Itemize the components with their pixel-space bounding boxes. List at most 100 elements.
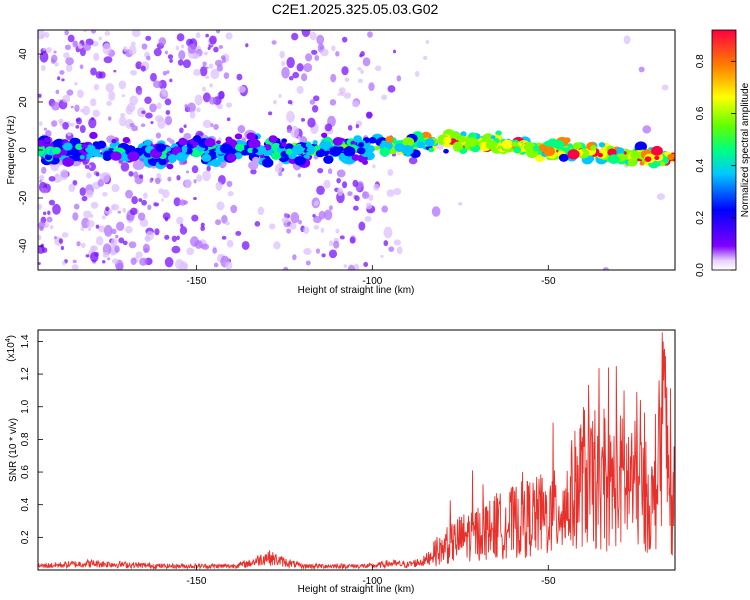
heatmap-noise-blob bbox=[166, 70, 170, 74]
heatmap-noise-blob bbox=[66, 89, 74, 96]
heatmap-ridge-blob bbox=[292, 145, 304, 155]
heatmap-ridge-blob bbox=[644, 156, 652, 162]
heatmap-noise-blob bbox=[414, 70, 420, 77]
heatmap-noise-blob bbox=[335, 51, 340, 57]
heatmap-noise-blob bbox=[182, 59, 192, 69]
heatmap-noise-blob bbox=[202, 119, 212, 128]
heatmap-noise-blob bbox=[226, 117, 231, 122]
heatmap-ridge-blob bbox=[351, 154, 360, 161]
heatmap-ridge-blob bbox=[314, 145, 321, 151]
heatmap-ridge-blob bbox=[127, 151, 140, 162]
heatmap-noise-blob bbox=[59, 168, 69, 181]
heatmap-noise-blob bbox=[209, 83, 213, 88]
heatmap-noise-blob bbox=[354, 195, 360, 202]
heatmap-noise-blob bbox=[218, 44, 224, 49]
heatmap-noise-blob bbox=[50, 162, 59, 172]
heatmap-blobs bbox=[38, 30, 675, 270]
heatmap-noise-blob bbox=[128, 44, 137, 56]
heatmap-noise-blob bbox=[289, 222, 297, 230]
heatmap-noise-blob bbox=[297, 173, 302, 178]
heatmap-noise-blob bbox=[117, 210, 121, 214]
heatmap-noise-blob bbox=[95, 236, 104, 246]
heatmap-noise-blob bbox=[297, 136, 301, 141]
heatmap-noise-blob bbox=[80, 108, 85, 113]
snr-x-label: Height of straight line (km) bbox=[298, 584, 415, 595]
heatmap-noise-blob bbox=[72, 40, 78, 48]
heatmap-noise-blob bbox=[361, 191, 370, 200]
heatmap-noise-blob bbox=[46, 216, 53, 223]
heatmap-ridge-blob bbox=[607, 154, 620, 165]
heatmap-noise-blob bbox=[623, 35, 631, 45]
heatmap-ridge-blob bbox=[319, 140, 332, 150]
heatmap-noise-blob bbox=[360, 51, 365, 57]
snr-y-tick-label: 0.6 bbox=[20, 465, 31, 479]
heatmap-noise-blob bbox=[286, 110, 295, 123]
heatmap-noise-blob bbox=[343, 264, 348, 268]
heatmap-noise-blob bbox=[227, 191, 234, 197]
heatmap-noise-blob bbox=[105, 83, 115, 93]
heatmap-noise-blob bbox=[329, 99, 337, 106]
heatmap-noise-blob bbox=[309, 31, 317, 41]
heatmap-noise-blob bbox=[327, 168, 333, 175]
heatmap-noise-blob bbox=[158, 37, 167, 46]
heatmap-ridge-blob bbox=[401, 144, 414, 156]
heatmap-noise-blob bbox=[45, 46, 52, 54]
heatmap-noise-blob bbox=[139, 174, 144, 179]
heatmap-noise-blob bbox=[58, 118, 64, 124]
heatmap-noise-blob bbox=[139, 257, 148, 266]
heatmap-ridge-blob bbox=[428, 147, 435, 153]
heatmap-ridge-blob bbox=[59, 148, 68, 156]
heatmap-noise-blob bbox=[111, 258, 119, 265]
heatmap-ridge-blob bbox=[241, 149, 249, 156]
heatmap-noise-blob bbox=[341, 36, 348, 43]
heatmap-noise-blob bbox=[38, 93, 42, 98]
heatmap-noise-blob bbox=[72, 180, 78, 186]
heatmap-noise-blob bbox=[176, 235, 180, 240]
snr-y-tick-label: 1.4 bbox=[20, 334, 31, 348]
heatmap-noise-blob bbox=[119, 116, 127, 127]
heatmap-ridge-blob bbox=[513, 146, 522, 154]
heatmap-noise-blob bbox=[315, 248, 321, 254]
heatmap-ridge-blob bbox=[353, 135, 362, 143]
heatmap-noise-blob bbox=[129, 207, 138, 216]
heatmap-noise-blob bbox=[74, 104, 80, 112]
heatmap-noise-blob bbox=[67, 34, 75, 43]
heatmap-noise-blob bbox=[205, 75, 210, 80]
heatmap-noise-blob bbox=[235, 230, 242, 236]
heatmap-noise-blob bbox=[85, 172, 92, 179]
heatmap-noise-blob bbox=[90, 67, 97, 76]
heatmap-noise-blob bbox=[339, 235, 345, 240]
heatmap-ridge-blob bbox=[358, 142, 365, 148]
heatmap-noise-blob bbox=[324, 123, 333, 132]
heatmap-noise-blob bbox=[383, 226, 393, 239]
heatmap-noise-blob bbox=[396, 246, 403, 255]
heatmap-noise-blob bbox=[286, 228, 292, 234]
heatmap-noise-blob bbox=[257, 206, 265, 216]
heatmap-ridge-blob bbox=[181, 148, 188, 154]
heatmap-noise-blob bbox=[180, 44, 185, 49]
heatmap-noise-blob bbox=[254, 220, 261, 227]
snr-multiplier-base: (x10 bbox=[6, 342, 17, 362]
heatmap-noise-blob bbox=[106, 100, 112, 106]
heatmap-noise-blob bbox=[225, 102, 233, 108]
heatmap-ridge-blob bbox=[226, 153, 237, 163]
heatmap-noise-blob bbox=[193, 196, 197, 201]
heatmap-y-tick-label: 0 bbox=[18, 147, 29, 153]
heatmap-noise-blob bbox=[38, 221, 46, 230]
heatmap-noise-blob bbox=[202, 86, 207, 92]
heatmap-noise-blob bbox=[176, 33, 185, 42]
heatmap-noise-blob bbox=[323, 209, 333, 221]
heatmap-noise-blob bbox=[90, 251, 99, 263]
heatmap-noise-blob bbox=[343, 92, 352, 99]
heatmap-noise-blob bbox=[90, 117, 95, 121]
heatmap-noise-blob bbox=[49, 225, 54, 230]
heatmap-noise-blob bbox=[156, 172, 162, 179]
heatmap-noise-blob bbox=[54, 62, 59, 67]
heatmap-noise-blob bbox=[311, 49, 318, 55]
heatmap-noise-blob bbox=[114, 245, 120, 253]
heatmap-noise-blob bbox=[212, 247, 218, 254]
heatmap-noise-blob bbox=[133, 171, 139, 178]
heatmap-noise-blob bbox=[137, 212, 146, 221]
heatmap-noise-blob bbox=[290, 125, 300, 138]
heatmap-noise-blob bbox=[105, 206, 110, 212]
